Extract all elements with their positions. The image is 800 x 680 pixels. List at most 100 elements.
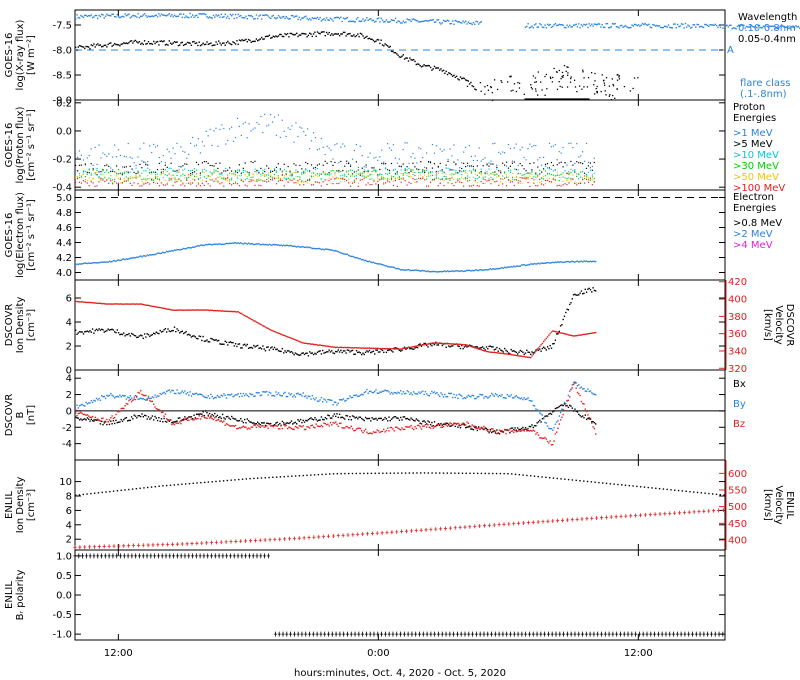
data-point bbox=[232, 310, 234, 313]
data-point bbox=[543, 178, 545, 180]
data-point bbox=[509, 165, 512, 167]
data-point bbox=[394, 179, 396, 182]
data-point bbox=[162, 168, 164, 170]
data-point bbox=[85, 301, 87, 304]
data-point bbox=[270, 422, 272, 425]
data-point bbox=[541, 89, 543, 91]
data-point bbox=[246, 17, 248, 20]
data-point bbox=[213, 180, 215, 182]
data-point bbox=[96, 174, 98, 176]
data-point bbox=[114, 15, 116, 18]
data-point bbox=[258, 347, 260, 350]
data-point bbox=[305, 180, 307, 183]
data-point bbox=[275, 171, 278, 174]
data-point bbox=[254, 243, 256, 246]
data-point bbox=[318, 163, 320, 165]
data-point bbox=[445, 173, 447, 175]
data-point bbox=[112, 44, 115, 46]
data-point bbox=[355, 350, 358, 352]
data-point bbox=[155, 306, 157, 308]
data-point bbox=[351, 20, 354, 23]
data-point bbox=[537, 71, 539, 73]
data-point bbox=[432, 392, 434, 394]
data-point bbox=[580, 260, 583, 262]
data-point bbox=[406, 57, 408, 59]
data-point bbox=[415, 418, 417, 420]
data-point bbox=[541, 417, 544, 420]
data-point bbox=[494, 351, 497, 354]
data-point bbox=[351, 255, 354, 258]
data-point bbox=[234, 342, 237, 345]
data-point bbox=[225, 167, 227, 170]
data-point bbox=[223, 178, 225, 180]
data-point bbox=[207, 415, 209, 417]
data-point bbox=[447, 158, 449, 161]
data-point bbox=[190, 181, 192, 183]
data-point bbox=[119, 178, 122, 180]
data-point bbox=[381, 149, 383, 151]
data-point bbox=[357, 395, 359, 398]
data-point bbox=[474, 23, 476, 26]
data-point bbox=[159, 40, 161, 43]
data-point bbox=[361, 259, 363, 261]
data-point bbox=[576, 143, 578, 145]
data-point bbox=[355, 175, 357, 177]
data-point bbox=[82, 404, 85, 407]
data-point bbox=[388, 46, 390, 48]
data-point bbox=[329, 351, 332, 353]
data-point bbox=[543, 168, 545, 171]
data-point bbox=[134, 395, 137, 397]
data-point bbox=[164, 162, 166, 164]
data-point bbox=[86, 15, 89, 18]
data-point bbox=[176, 142, 178, 144]
data-point bbox=[355, 161, 357, 163]
data-point bbox=[419, 270, 421, 272]
data-point bbox=[102, 170, 104, 172]
data-point bbox=[408, 176, 410, 178]
data-point bbox=[203, 340, 206, 342]
data-point bbox=[281, 170, 283, 172]
data-point bbox=[403, 416, 406, 418]
data-point bbox=[182, 13, 185, 15]
data-point bbox=[385, 163, 387, 165]
data-point bbox=[422, 269, 424, 272]
data-point bbox=[78, 301, 81, 303]
data-point bbox=[232, 13, 234, 16]
data-point bbox=[387, 143, 389, 145]
data-point bbox=[539, 412, 541, 414]
data-point bbox=[567, 260, 570, 263]
data-point bbox=[210, 243, 212, 246]
data-point bbox=[166, 183, 168, 185]
series-bz bbox=[75, 382, 597, 446]
data-point bbox=[413, 419, 415, 422]
data-point bbox=[147, 160, 149, 163]
data-point bbox=[102, 329, 104, 331]
data-point bbox=[550, 77, 552, 80]
data-point bbox=[476, 181, 478, 184]
data-point bbox=[193, 179, 196, 181]
data-point bbox=[591, 332, 593, 335]
data-point bbox=[275, 422, 277, 424]
data-point bbox=[376, 349, 378, 351]
data-point bbox=[84, 170, 86, 173]
data-point bbox=[277, 350, 280, 352]
data-point bbox=[492, 430, 494, 433]
data-point bbox=[250, 176, 252, 178]
data-point bbox=[82, 180, 84, 182]
data-point bbox=[366, 35, 368, 38]
data-point bbox=[190, 183, 192, 185]
data-point bbox=[546, 179, 549, 181]
data-point bbox=[585, 390, 588, 393]
data-point bbox=[175, 41, 177, 44]
data-point bbox=[137, 13, 139, 15]
data-point bbox=[513, 147, 515, 149]
data-point bbox=[363, 391, 365, 394]
data-point bbox=[247, 38, 250, 41]
data-point bbox=[162, 177, 164, 179]
data-point bbox=[169, 309, 172, 311]
data-point bbox=[526, 264, 528, 266]
data-point bbox=[203, 168, 205, 170]
data-point bbox=[104, 330, 107, 333]
data-point bbox=[579, 414, 581, 417]
data-point bbox=[98, 397, 100, 400]
